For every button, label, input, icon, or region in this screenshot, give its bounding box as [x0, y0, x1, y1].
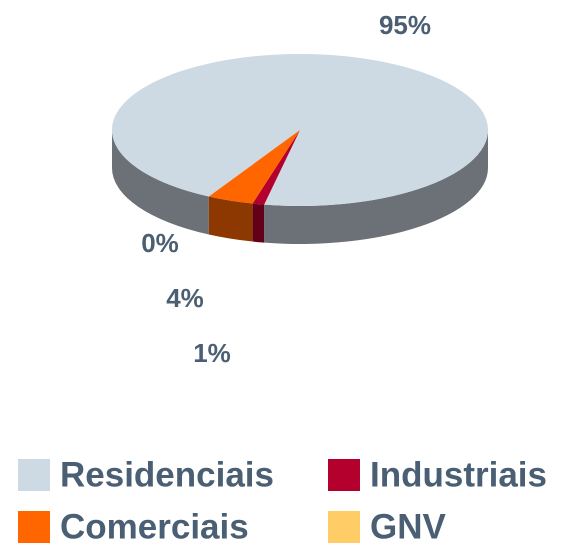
pie-side [208, 196, 253, 242]
legend-label: Industriais [370, 455, 547, 494]
pie-slice [208, 130, 300, 204]
legend-swatch [18, 459, 50, 491]
pie-slice [252, 130, 300, 205]
pie-side [112, 130, 209, 235]
data-label: 95% [379, 10, 431, 40]
legend-label: GNV [370, 507, 447, 546]
pie-side [264, 130, 488, 244]
legend-label: Residenciais [60, 455, 274, 494]
pie-slice [111, 54, 488, 206]
legend-swatch [328, 511, 360, 543]
data-label: 4% [166, 283, 204, 313]
legend-swatch [328, 459, 360, 491]
legend-swatch [18, 511, 50, 543]
data-label: 0% [141, 228, 179, 258]
pie-side [252, 203, 265, 243]
data-label: 1% [193, 338, 231, 368]
legend-label: Comerciais [60, 507, 249, 546]
